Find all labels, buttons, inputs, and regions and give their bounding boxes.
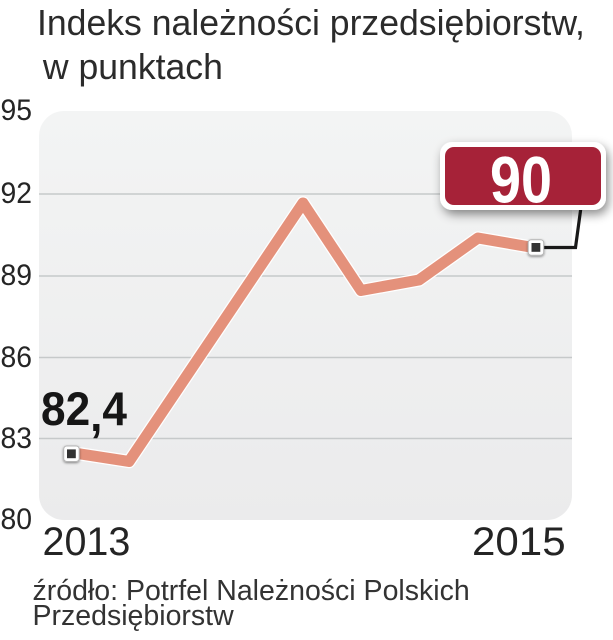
svg-text:90: 90 bbox=[490, 143, 552, 216]
